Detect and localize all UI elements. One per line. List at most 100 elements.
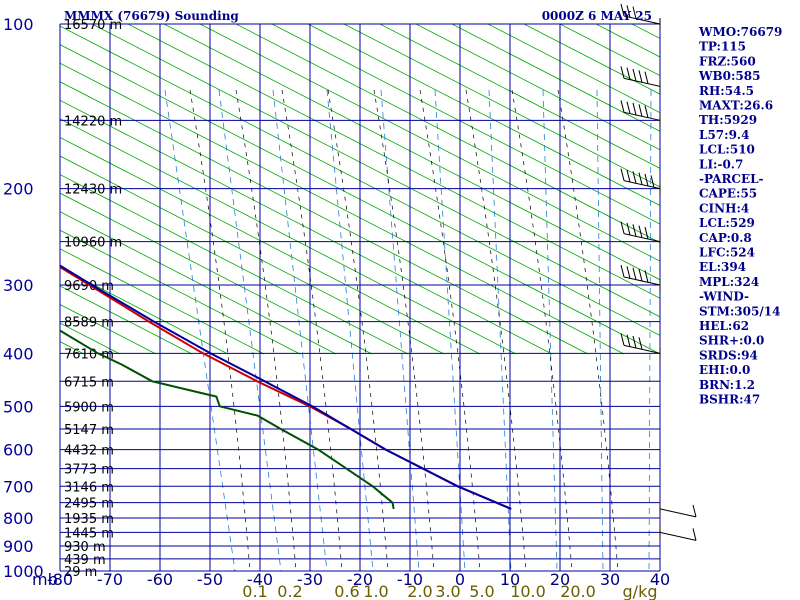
height-label: 10960 m [64,236,122,251]
mixing-ratio-line [488,89,512,571]
index-value: TH:5929 [699,113,757,127]
index-value: SHR+:0.0 [699,334,764,348]
station-title: MMMX (76679) Sounding [64,9,239,23]
moist-adiabat-line [419,89,481,571]
index-value: RH:54.5 [699,84,754,98]
pressure-tick-label: 1000 [3,562,44,581]
dry-adiabat-line [415,24,660,151]
dry-adiabat-line [379,24,660,169]
wind-barb [659,526,697,541]
wind-barb [620,333,661,360]
mixing-ratio-line [218,89,282,571]
background-lines [60,24,660,571]
index-value: BRN:1.2 [699,378,755,392]
pressure-tick-label: 700 [3,477,34,496]
indices-panel: WMO:76679TP:115FRZ:560WB0:585RH:54.5MAXT… [698,25,782,407]
index-value: LFC:524 [699,246,755,260]
height-label: 1445 m [64,526,114,541]
pressure-tick-label: 800 [3,509,34,528]
mixing-ratio-tick-label: 10.0 [510,582,546,600]
temperature-tick-label: -80 [47,570,73,589]
wind-barb [659,502,697,518]
dry-adiabat-line [60,229,301,355]
valid-time: 0000Z 6 MAY 25 [542,9,652,23]
index-value: LCL:529 [699,216,755,230]
wind-barbs [620,3,697,541]
mixing-ratio-tick-label: 2.0 [407,582,432,600]
index-value: EL:394 [699,260,746,274]
index-value: CAP:0.8 [699,231,752,245]
index-value: L57:9.4 [699,128,749,142]
height-label: 2495 m [64,497,114,512]
moist-adiabat-line [373,89,435,571]
pressure-unit-label: mb [32,570,58,589]
height-label: 6715 m [64,375,114,390]
mixing-ratio-line [326,89,374,571]
dry-adiabat-line [60,285,193,355]
index-value: EHI:0.0 [699,363,750,377]
height-label: 5900 m [64,400,114,415]
dry-adiabat-line [60,192,373,355]
mixing-ratio-line [164,89,236,571]
temperature-tick-label: -40 [247,570,273,589]
height-label: 7610 m [64,347,114,362]
temperature-tick-label: -50 [197,570,223,589]
height-labels: 16570 m 14220 m 12430 m 10960 m 9690 m 8589 m… [64,18,122,580]
index-value: -WIND- [699,290,749,304]
index-value: -PARCEL- [699,172,764,186]
pressure-grid [59,23,661,572]
sounding-traces [60,264,512,510]
height-label: 1935 m [64,512,114,527]
index-value: HEL:62 [699,319,749,333]
sounding-line [60,264,512,510]
dry-adiabat-line [60,266,229,355]
height-label: 14220 m [64,114,122,129]
wind-barb [620,221,661,248]
dry-adiabat-line [487,24,660,114]
index-value: FRZ:560 [699,54,756,68]
temperature-tick-label: -60 [147,570,173,589]
index-value: MPL:324 [699,275,759,289]
moist-adiabat-line [465,89,527,571]
mixing-ratio-tick-label: 0.1 [242,582,267,600]
pressure-tick-label: 500 [3,397,34,416]
height-label: 4432 m [64,444,114,459]
mixing-ratio-tick-label: 0.2 [277,582,302,600]
dry-adiabat-line [60,211,337,355]
pressure-tick-label: 300 [3,276,34,295]
mixing-ratio-tick-label: 20.0 [560,582,596,600]
mixing-ratio-line [596,89,604,571]
mixing-ratio-line [542,89,558,571]
index-value: CINH:4 [699,201,749,215]
height-label: 29 m [64,565,97,580]
mixing-ratio-tick-label: 0.6 [334,582,359,600]
wind-barb [620,100,661,127]
temperature-tick-label: -30 [297,570,323,589]
mixing-ratio-line [380,89,420,571]
temperature-tick-label: 40 [650,570,670,589]
temperature-tick-label: -10 [397,570,423,589]
index-value: BSHR:47 [699,393,760,407]
sounding-line [60,329,395,510]
height-label: 3773 m [64,463,114,478]
height-label: 3146 m [64,480,114,495]
height-label: 8589 m [64,316,114,331]
index-value: TP:115 [699,40,746,54]
dry-adiabat-line [60,248,265,355]
temperature-tick-label: 10 [500,570,520,589]
height-label: 439 m [64,553,106,568]
height-label: 5147 m [64,423,114,438]
index-value: WMO:76679 [698,25,782,39]
index-value: MAXT:26.6 [699,99,773,113]
pressure-tick-label: 200 [3,180,34,199]
mixing-ratio-line [648,89,652,571]
moist-adiabat-line [557,89,619,571]
temperature-tick-label: 30 [600,570,620,589]
mixing-ratio-line [272,89,328,571]
temperature-tick-label: 20 [550,570,570,589]
height-label: 12430 m [64,183,122,198]
height-label: 9690 m [64,279,114,294]
index-value: WB0:585 [698,69,760,83]
